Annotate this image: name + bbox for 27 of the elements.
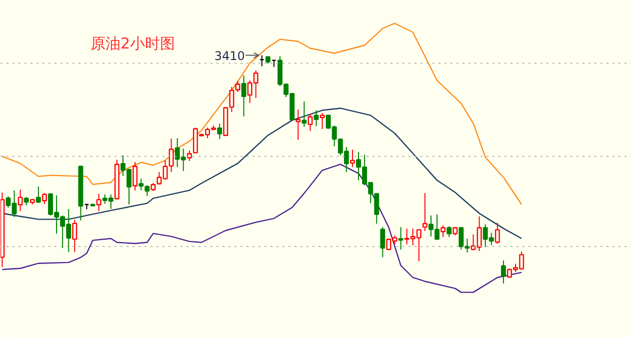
candlestick	[500, 260, 506, 284]
candlestick	[314, 110, 319, 127]
candlestick	[72, 219, 78, 253]
candlestick	[186, 150, 192, 162]
annotation: 3410	[214, 48, 245, 63]
candlestick	[241, 74, 246, 117]
candlestick	[229, 86, 234, 113]
candlestick	[458, 226, 464, 250]
candlestick	[18, 189, 23, 212]
candlestick	[494, 222, 500, 244]
candlestick	[422, 192, 428, 232]
candlestick	[446, 226, 452, 238]
candlestick	[296, 109, 301, 140]
candlestick	[320, 112, 325, 130]
candlestick	[42, 192, 47, 205]
candlestick	[132, 162, 138, 191]
candlestick	[36, 186, 41, 204]
candlestick	[380, 226, 386, 258]
candlestick	[235, 80, 240, 93]
candlestick	[96, 193, 102, 212]
candlestick	[302, 100, 307, 128]
chart-title: 原油2小时图	[90, 34, 176, 52]
candlestick	[440, 224, 446, 238]
candlestick	[308, 113, 313, 132]
candlestick	[350, 149, 355, 168]
candlestick	[398, 226, 404, 250]
candlestick	[217, 123, 222, 140]
